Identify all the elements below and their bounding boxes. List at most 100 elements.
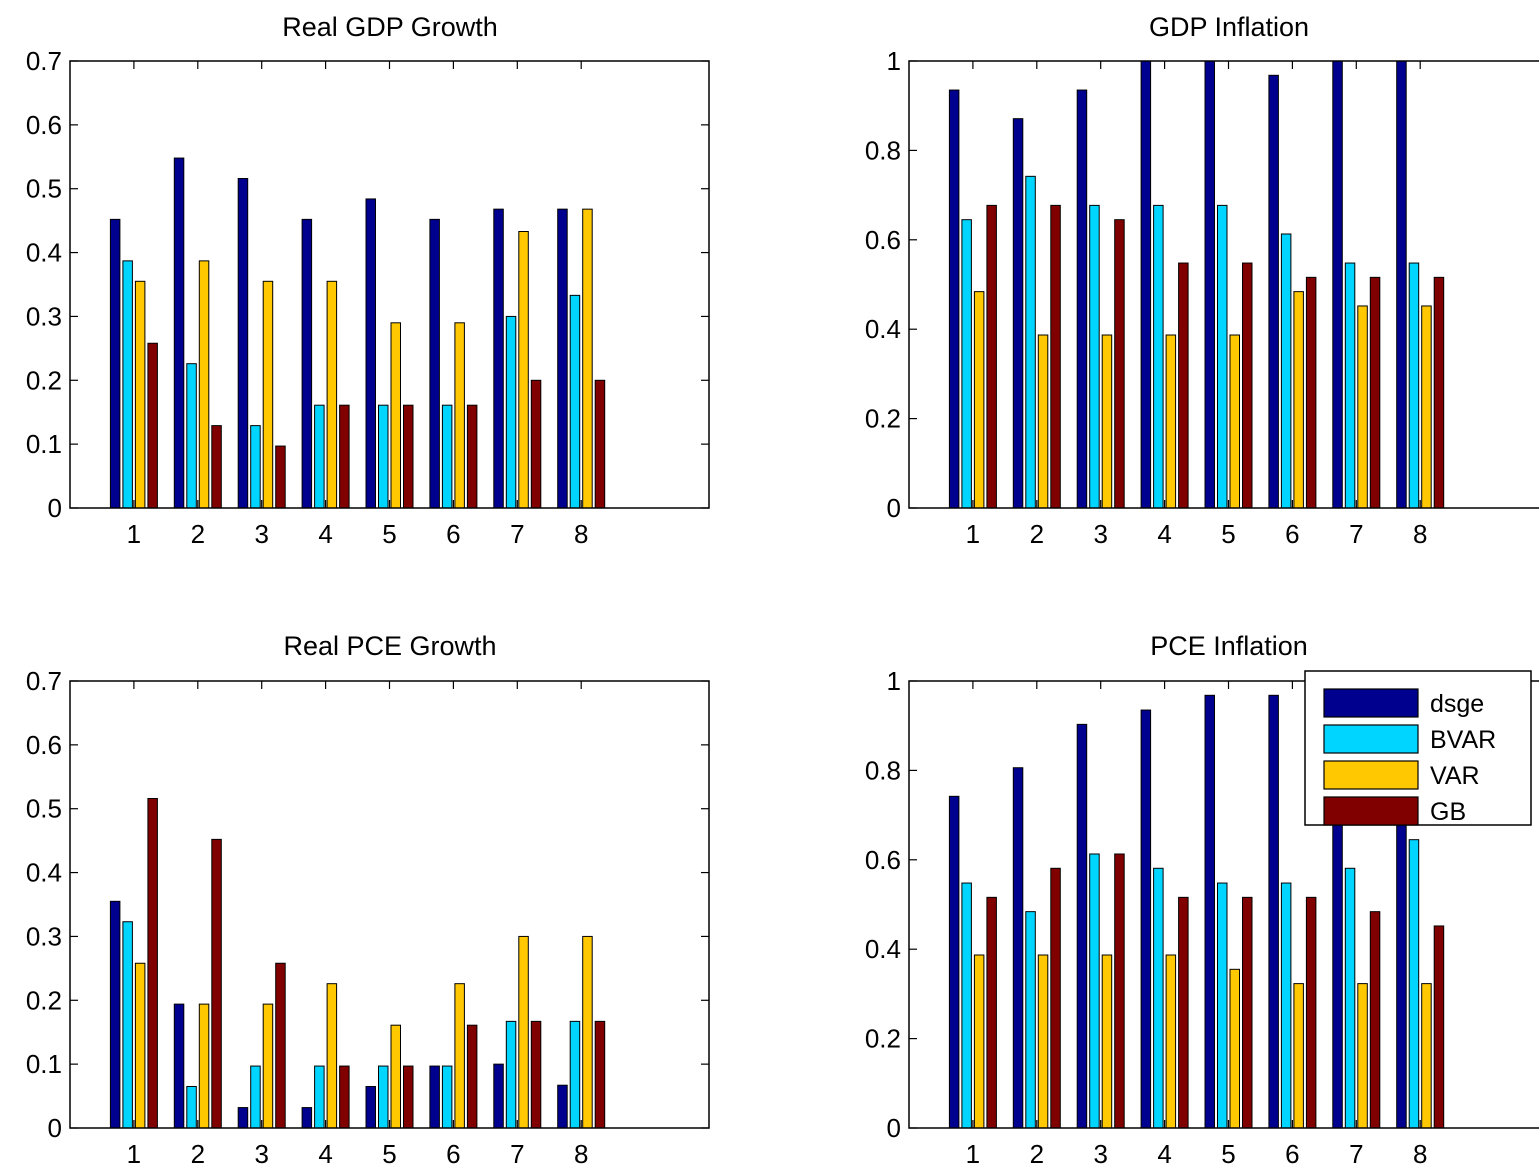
bar-dsge-3 bbox=[1076, 723, 1088, 1129]
bar-gb-6 bbox=[1305, 276, 1317, 509]
legend-swatch-gb bbox=[1323, 796, 1419, 826]
x-tick-label: 8 bbox=[1413, 1139, 1427, 1166]
bar-bvar-2 bbox=[1025, 175, 1036, 509]
x-tick-label: 7 bbox=[1349, 519, 1363, 549]
bar-gb-3 bbox=[275, 445, 286, 509]
bar-bvar-6 bbox=[1280, 882, 1292, 1129]
y-tick-label: 0.4 bbox=[865, 314, 901, 344]
bar-bvar-6 bbox=[1280, 233, 1292, 509]
y-tick-label: 0.6 bbox=[865, 225, 901, 255]
bar-var-4 bbox=[326, 983, 338, 1129]
y-tick-label: 0.3 bbox=[26, 921, 62, 951]
bar-gb-1 bbox=[147, 798, 158, 1129]
axis-ticks: 1 2 3 4 5 6 7 8 0 0.2 0.4 0.6 0.8 1 bbox=[865, 666, 1428, 1166]
bar-dsge-5 bbox=[365, 1085, 376, 1129]
legend-label-bvar: BVAR bbox=[1430, 726, 1496, 754]
bar-gb-7 bbox=[1369, 276, 1381, 509]
bar-var-4 bbox=[1165, 954, 1177, 1129]
bar-group bbox=[109, 798, 606, 1129]
bar-gb-1 bbox=[147, 342, 158, 509]
bar-var-3 bbox=[1101, 954, 1113, 1129]
bar-dsge-3 bbox=[1076, 89, 1088, 509]
legend-swatch-bvar bbox=[1323, 724, 1419, 754]
bar-dsge-5 bbox=[1204, 60, 1215, 509]
bar-dsge-1 bbox=[948, 89, 960, 509]
bar-bvar-1 bbox=[122, 921, 133, 1129]
chart-real-gdp-growth: Real GDP Growth 1 2 3 4 5 6 7 8 0 0.1 0.2 0.3 0.4 0.5… bbox=[26, 12, 710, 549]
bar-bvar-5 bbox=[378, 404, 389, 509]
x-tick-label: 7 bbox=[510, 519, 524, 549]
legend-swatch-dsge bbox=[1323, 688, 1419, 718]
bar-var-2 bbox=[1037, 954, 1049, 1129]
bar-dsge-7 bbox=[1332, 60, 1343, 509]
plot-frame bbox=[908, 680, 1539, 1129]
bar-gb-5 bbox=[1242, 896, 1253, 1129]
axis-ticks: 1 2 3 4 5 6 7 8 0 0.2 0.4 0.6 0.8 1 bbox=[865, 46, 1428, 549]
y-tick-label: 0 bbox=[48, 1113, 62, 1143]
bar-bvar-4 bbox=[314, 1065, 325, 1129]
x-tick-label: 3 bbox=[1093, 519, 1107, 549]
bar-dsge-6 bbox=[429, 218, 440, 509]
bar-var-1 bbox=[973, 291, 985, 509]
bar-gb-1 bbox=[986, 896, 997, 1129]
y-tick-label: 0.4 bbox=[26, 858, 62, 888]
bar-bvar-6 bbox=[441, 404, 453, 509]
bar-gb-1 bbox=[986, 204, 997, 509]
bar-gb-8 bbox=[594, 1020, 606, 1129]
bar-var-5 bbox=[1229, 334, 1240, 509]
bar-dsge-6 bbox=[429, 1065, 440, 1129]
bar-bvar-1 bbox=[961, 219, 972, 509]
x-tick-label: 8 bbox=[574, 519, 588, 549]
bar-gb-6 bbox=[466, 404, 478, 509]
bar-bvar-3 bbox=[1089, 204, 1100, 509]
legend: dsge BVAR VAR GB bbox=[1304, 670, 1532, 826]
bar-dsge-4 bbox=[1140, 60, 1152, 509]
bar-var-5 bbox=[390, 1024, 401, 1129]
x-tick-label: 3 bbox=[254, 519, 268, 549]
x-tick-label: 1 bbox=[127, 519, 141, 549]
bar-bvar-3 bbox=[250, 1065, 261, 1129]
bar-gb-2 bbox=[1050, 204, 1061, 509]
bar-gb-6 bbox=[1305, 896, 1317, 1129]
y-tick-label: 1 bbox=[887, 46, 901, 76]
bar-dsge-1 bbox=[109, 218, 121, 509]
y-tick-label: 0 bbox=[48, 493, 62, 523]
bar-dsge-4 bbox=[1140, 709, 1152, 1129]
legend-label-dsge: dsge bbox=[1430, 690, 1484, 718]
bar-gb-5 bbox=[403, 404, 414, 509]
y-tick-label: 0.2 bbox=[26, 365, 62, 395]
bar-var-8 bbox=[1421, 983, 1432, 1129]
x-tick-label: 7 bbox=[1349, 1139, 1363, 1166]
x-tick-label: 5 bbox=[1221, 519, 1235, 549]
bar-var-2 bbox=[198, 260, 210, 509]
bar-gb-4 bbox=[1178, 262, 1189, 509]
x-tick-label: 1 bbox=[127, 1139, 141, 1166]
plot-frame bbox=[69, 680, 710, 1129]
bar-var-7 bbox=[1357, 305, 1368, 509]
x-tick-label: 3 bbox=[254, 1139, 268, 1166]
bar-group bbox=[948, 60, 1445, 509]
chart-real-pce-growth: Real PCE Growth 1 2 3 4 5 6 7 8 0 0.1 0.2 0.3 0.4 0.5… bbox=[26, 631, 710, 1166]
x-tick-label: 6 bbox=[1285, 1139, 1299, 1166]
y-tick-label: 0.6 bbox=[26, 730, 62, 760]
bar-bvar-4 bbox=[314, 404, 325, 509]
bar-bvar-1 bbox=[122, 260, 133, 509]
x-tick-label: 3 bbox=[1093, 1139, 1107, 1166]
bar-gb-8 bbox=[1433, 276, 1445, 509]
x-tick-label: 4 bbox=[318, 519, 332, 549]
bar-dsge-2 bbox=[173, 157, 185, 509]
bar-dsge-3 bbox=[237, 1107, 249, 1129]
bar-var-1 bbox=[973, 954, 985, 1129]
bar-dsge-8 bbox=[1396, 60, 1407, 509]
bar-bvar-7 bbox=[1344, 262, 1356, 509]
bar-group bbox=[109, 157, 606, 509]
bar-gb-3 bbox=[1114, 853, 1125, 1129]
bar-bvar-2 bbox=[186, 363, 197, 509]
bar-dsge-6 bbox=[1268, 694, 1279, 1129]
bar-bvar-7 bbox=[505, 315, 517, 509]
bar-dsge-4 bbox=[301, 1107, 313, 1129]
bar-gb-5 bbox=[1242, 262, 1253, 509]
bar-bvar-7 bbox=[1344, 867, 1356, 1129]
bar-var-6 bbox=[1293, 291, 1304, 509]
